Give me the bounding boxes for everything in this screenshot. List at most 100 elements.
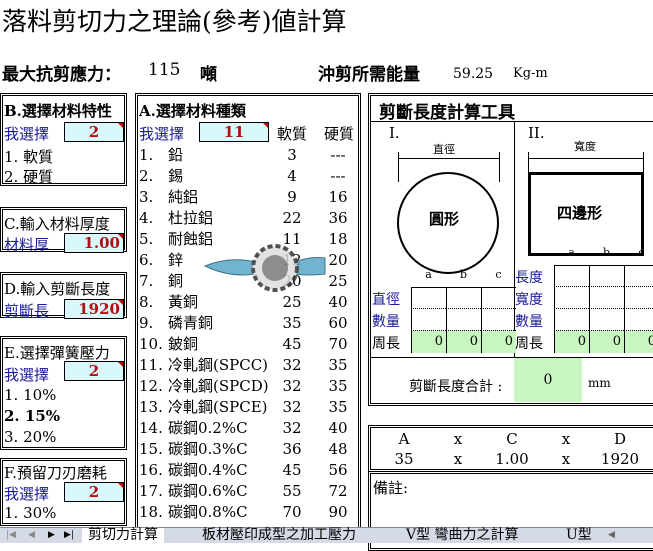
formula-value: 1.00	[495, 450, 529, 468]
rect-input-cell[interactable]	[624, 265, 653, 287]
material-soft-value: 22	[282, 209, 302, 227]
material-hard-value: 16	[328, 188, 348, 206]
sheet-tab[interactable]: 剪切力計算	[82, 528, 164, 543]
section-e-input[interactable]: 2	[64, 361, 124, 381]
material-row: 5. 耐蝕鋁 11 18	[138, 229, 358, 250]
rect-row-label: 數量	[515, 314, 543, 330]
rect-col-header: b	[602, 246, 611, 259]
material-number: 17.	[139, 482, 163, 500]
formula-value: x	[561, 450, 571, 468]
material-soft-value: 32	[282, 419, 302, 437]
material-number: 7.	[139, 272, 154, 290]
section-b-input[interactable]: 2	[64, 122, 124, 142]
circle-col-header: b	[459, 268, 468, 281]
col-hard-header: 硬質	[324, 125, 355, 143]
material-number: 18.	[139, 503, 163, 521]
formula-header: D	[613, 430, 627, 448]
material-number: 14.	[139, 419, 163, 437]
circle-input-cell[interactable]	[411, 309, 446, 331]
material-hard-value: 25	[328, 272, 348, 290]
section-d-label[interactable]: 剪斷長	[4, 302, 50, 320]
sheet-tab-bar: |◀ ◀ ▶ ▶| 剪切力計算 板材壓印成型之加工壓力 V型 彎曲力之計算 U型 ◀	[0, 527, 653, 543]
material-soft-value: 45	[282, 335, 302, 353]
section-a-material-type: A.選擇材料種類 我選擇 11 軟質 硬質 1. 鉛 3 --- 2. 錫 4 --- 3. 純鋁…	[135, 93, 361, 542]
material-name: 冷軋鋼(SPCC)	[168, 356, 269, 374]
rect-input-cell[interactable]	[554, 265, 589, 287]
page-title: 落料剪切力之理論(參考)値計算	[2, 7, 347, 36]
next-sheet-icon[interactable]: ▶	[48, 530, 55, 540]
section-a-choose-label: 我選擇	[139, 125, 185, 143]
material-type-input[interactable]: 11	[199, 122, 269, 142]
material-name: 冷軋鋼(SPCE)	[168, 398, 268, 416]
section-a-title: A.選擇材料種類	[139, 102, 246, 120]
rect-input-cell[interactable]	[589, 309, 624, 331]
material-name: 碳鋼0.2%C	[168, 419, 248, 437]
section-b-option: 1. 軟質	[4, 148, 54, 166]
circle-row-label: 周長	[372, 336, 400, 352]
section-b-option: 2. 硬質	[4, 168, 54, 186]
circle-shape	[397, 172, 499, 274]
material-name: 銅	[168, 272, 184, 290]
rect-perimeter-cell: 0	[624, 331, 653, 353]
rect-input-cell[interactable]	[554, 309, 589, 331]
formula-header: C	[506, 430, 518, 448]
max-shear-unit: 噸	[200, 65, 217, 85]
section-c-thickness: C.輸入材料厚度 材料厚 1.00	[0, 207, 127, 254]
material-soft-value: 12	[282, 251, 302, 269]
formula-header: x	[453, 430, 463, 448]
material-row: 14. 碳鋼0.2%C 32 40	[138, 418, 358, 439]
material-row: 9. 磷青銅 35 60	[138, 313, 358, 334]
material-row: 18. 碳鋼0.8%C 70 90	[138, 502, 358, 523]
material-number: 2.	[139, 167, 154, 185]
first-sheet-icon[interactable]: |◀	[6, 530, 16, 540]
section-b-title: B.選擇材料特性	[4, 102, 112, 120]
circle-input-cell[interactable]	[481, 309, 516, 331]
circle-label: I.	[389, 124, 400, 142]
rect-row-label: 寬度	[515, 292, 543, 308]
material-name: 冷軋鋼(SPCD)	[168, 377, 269, 395]
section-f-input[interactable]: 2	[64, 482, 124, 502]
tool-title: 剪斷長度計算工具	[379, 103, 515, 123]
circle-input-cell[interactable]	[411, 287, 446, 309]
section-e-option: 2. 15%	[4, 407, 61, 425]
material-hard-value: 35	[328, 377, 348, 395]
material-row: 17. 碳鋼0.6%C 55 72	[138, 481, 358, 502]
section-d-title: D.輸入剪斷長度	[4, 280, 111, 298]
material-soft-value: 32	[282, 398, 302, 416]
circle-input-cell[interactable]	[481, 287, 516, 309]
material-soft-value: 11	[282, 230, 302, 248]
material-number: 5.	[139, 230, 154, 248]
rect-shape-label: 四邊形	[557, 204, 603, 222]
hscroll-left-icon[interactable]: ◀	[608, 530, 615, 540]
section-f-option: 1. 30%	[4, 504, 57, 522]
material-row: 12. 冷軋鋼(SPCD) 32 35	[138, 376, 358, 397]
circle-input-cell[interactable]	[446, 287, 481, 309]
shear-length-input[interactable]: 1920	[64, 299, 124, 319]
prev-sheet-icon[interactable]: ◀	[28, 530, 35, 540]
section-f-title: F.預留刀刃磨耗	[4, 464, 107, 482]
rect-input-cell[interactable]	[589, 265, 624, 287]
material-row: 8. 黃銅 25 40	[138, 292, 358, 313]
material-name: 碳鋼0.4%C	[168, 461, 248, 479]
circle-input-cell[interactable]	[446, 309, 481, 331]
material-number: 4.	[139, 209, 154, 227]
section-c-title: C.輸入材料厚度	[4, 215, 110, 233]
formula-value: x	[453, 450, 463, 468]
material-soft-value: 36	[282, 440, 302, 458]
rect-input-cell[interactable]	[624, 309, 653, 331]
section-f-choose-label: 我選擇	[4, 485, 50, 503]
material-soft-value: 45	[282, 461, 302, 479]
section-e-title: E.選擇彈簧壓力	[4, 344, 110, 362]
rect-input-cell[interactable]	[589, 287, 624, 309]
rect-input-cell[interactable]	[554, 287, 589, 309]
rect-input-cell[interactable]	[624, 287, 653, 309]
material-soft-value: 55	[282, 482, 302, 500]
material-soft-value: 70	[282, 503, 302, 521]
thickness-input[interactable]: 1.00	[64, 233, 124, 253]
formula-header: x	[561, 430, 571, 448]
sheet-tab[interactable]: 板材壓印成型之加工壓力	[202, 527, 356, 543]
last-sheet-icon[interactable]: ▶|	[64, 530, 74, 540]
sheet-tab[interactable]: U型	[566, 527, 592, 543]
sheet-tab[interactable]: V型 彎曲力之計算	[406, 527, 519, 543]
section-c-label: 材料厚	[4, 236, 50, 254]
